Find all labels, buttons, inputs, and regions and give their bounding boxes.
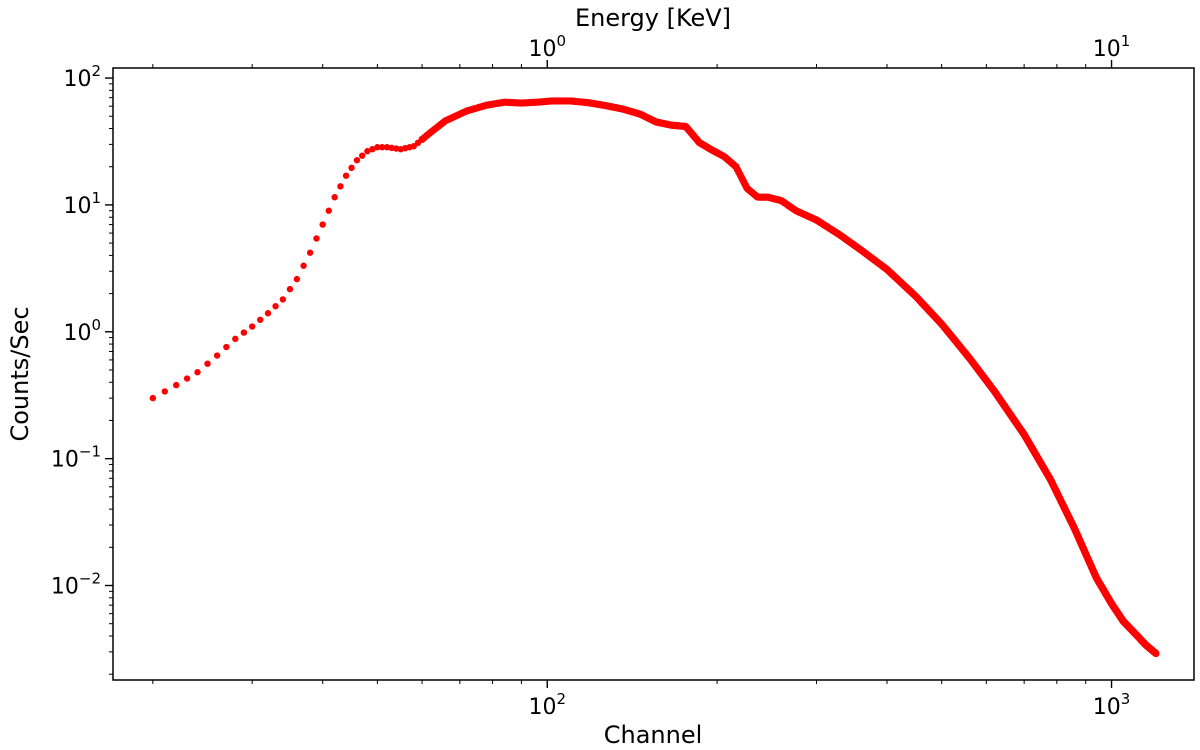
data-point bbox=[240, 329, 248, 336]
data-point bbox=[342, 172, 350, 179]
data-points bbox=[149, 97, 1160, 658]
data-point bbox=[313, 235, 320, 242]
data-point bbox=[1152, 649, 1160, 658]
y-tick-label: 10−2 bbox=[51, 570, 101, 600]
data-point bbox=[293, 275, 301, 283]
data-point bbox=[194, 369, 201, 376]
data-point bbox=[172, 381, 180, 389]
data-point bbox=[383, 144, 391, 151]
data-point bbox=[359, 152, 366, 159]
plot-area bbox=[112, 67, 1195, 681]
data-point bbox=[379, 144, 386, 151]
y-axis-label: Counts/Sec bbox=[6, 306, 34, 441]
top-tick-label: 101 bbox=[1093, 32, 1131, 62]
y-tick-label: 100 bbox=[63, 316, 101, 346]
data-point bbox=[161, 388, 168, 395]
data-point bbox=[223, 343, 230, 351]
ticks bbox=[105, 60, 1113, 688]
data-point bbox=[213, 352, 221, 359]
top-tick-label: 100 bbox=[528, 32, 566, 62]
data-point bbox=[257, 316, 264, 323]
data-point bbox=[364, 148, 371, 155]
data-point bbox=[300, 262, 307, 269]
data-point bbox=[306, 249, 314, 256]
y-tick-label: 101 bbox=[63, 189, 101, 219]
data-point bbox=[331, 194, 338, 201]
data-point bbox=[232, 335, 239, 343]
top-axis-label: Energy [KeV] bbox=[575, 4, 731, 32]
data-point bbox=[183, 375, 191, 382]
y-tick-label: 10−1 bbox=[51, 443, 101, 473]
data-point bbox=[337, 183, 344, 190]
data-point bbox=[272, 303, 279, 310]
x-axis-label: Channel bbox=[604, 721, 703, 749]
y-tick-label: 102 bbox=[63, 62, 101, 92]
data-point bbox=[264, 310, 272, 317]
data-point bbox=[149, 394, 157, 402]
tick-labels: 102 103 102 101 100 10−1 10−2 100 101 bbox=[51, 32, 1130, 720]
data-point bbox=[348, 164, 355, 172]
data-point bbox=[353, 157, 361, 164]
x-tick-label: 102 bbox=[528, 690, 566, 720]
x-tick-label: 103 bbox=[1093, 690, 1131, 720]
data-point bbox=[369, 145, 376, 153]
data-point bbox=[286, 285, 294, 293]
data-point bbox=[319, 221, 326, 228]
data-point bbox=[279, 296, 287, 303]
data-point bbox=[374, 144, 381, 151]
data-point bbox=[325, 207, 332, 214]
data-point bbox=[204, 360, 211, 367]
data-point bbox=[248, 323, 256, 330]
